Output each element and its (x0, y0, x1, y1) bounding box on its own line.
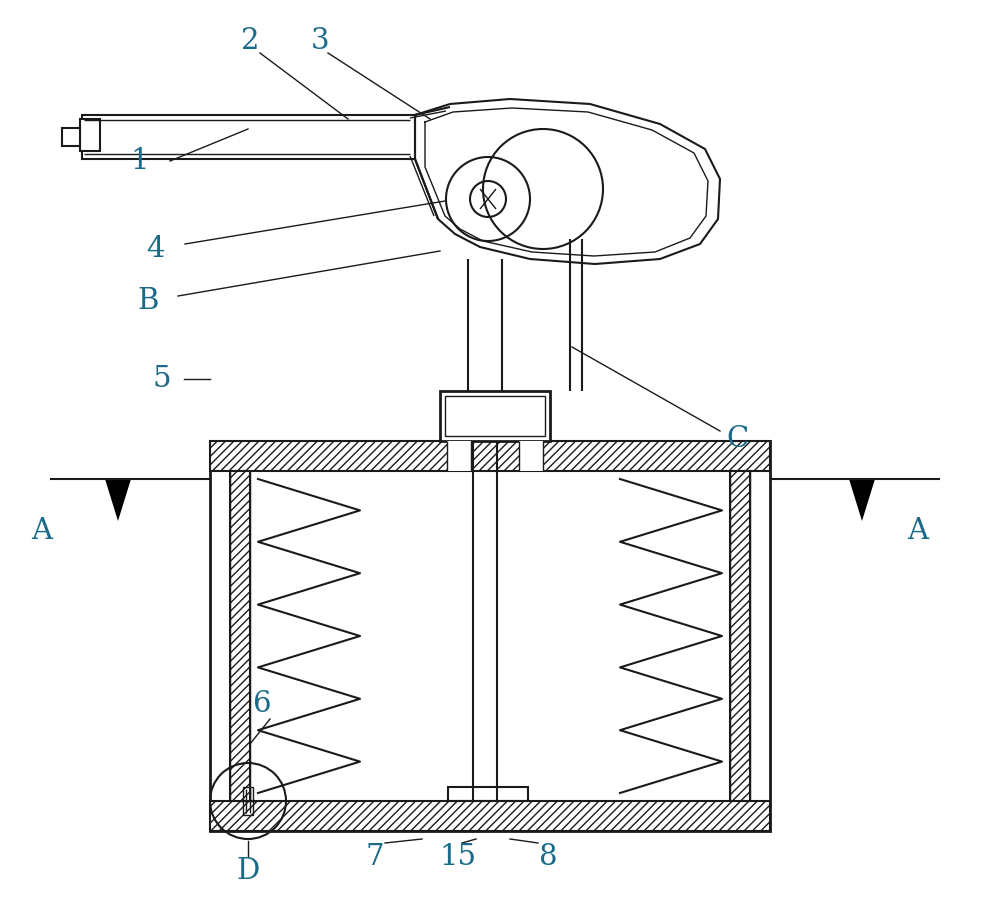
Text: 15: 15 (440, 843, 477, 871)
Text: 4: 4 (146, 235, 164, 263)
Bar (210, 441, 770, 471)
Text: B: B (137, 287, 159, 315)
Bar (445, 396, 545, 436)
Text: A: A (907, 517, 929, 545)
Text: 5: 5 (153, 365, 171, 393)
Bar (82, 115, 415, 159)
Bar (440, 391, 550, 441)
Polygon shape (105, 479, 131, 521)
Text: 8: 8 (539, 843, 557, 871)
Bar (80, 119, 100, 151)
Text: D: D (236, 857, 260, 885)
Text: 3: 3 (311, 27, 329, 55)
Text: 6: 6 (253, 690, 271, 718)
Polygon shape (849, 479, 875, 521)
Bar (210, 801, 770, 831)
Text: 7: 7 (366, 843, 384, 871)
Bar (230, 471, 250, 801)
Bar (62, 128, 80, 146)
Bar (730, 471, 750, 801)
Text: 1: 1 (131, 147, 149, 175)
Text: 2: 2 (241, 27, 259, 55)
Text: A: A (31, 517, 53, 545)
Text: C: C (727, 425, 749, 453)
Bar (448, 787, 528, 801)
Bar (519, 441, 543, 471)
Bar (243, 787, 253, 815)
Bar (447, 441, 471, 471)
Bar (210, 441, 770, 831)
